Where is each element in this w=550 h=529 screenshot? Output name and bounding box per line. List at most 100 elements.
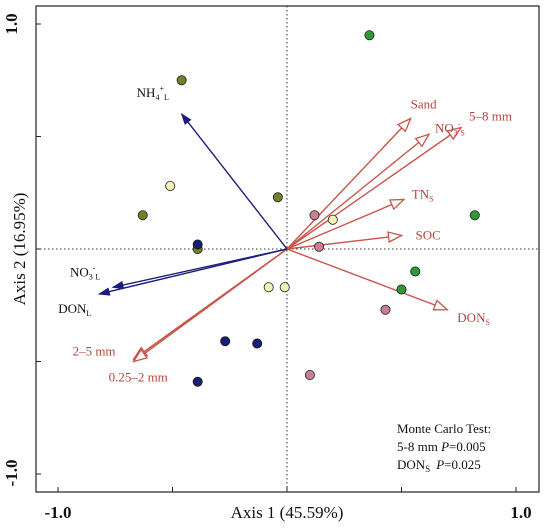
annotation-line-2: 5-8 mm P=0.005 <box>397 439 486 454</box>
annotation-line-2-label: 5-8 mm <box>397 439 441 454</box>
point-group3-4 <box>279 282 290 293</box>
label-text: NH <box>137 85 156 100</box>
arrow-head <box>432 299 449 311</box>
arrow-head <box>446 126 463 141</box>
arrow-5-8-mm <box>286 126 463 250</box>
point-group4-3 <box>380 304 391 315</box>
label-text: NO <box>435 120 454 135</box>
arrow-label-sand: Sand <box>411 97 438 112</box>
point-group1-1 <box>364 30 375 41</box>
axis-tick-marks <box>36 23 517 492</box>
label-text: Sand <box>411 97 438 112</box>
x-axis-title: Axis 1 (45.59%) <box>231 503 344 522</box>
point-group1-2 <box>469 210 480 221</box>
arrow-shaft <box>181 113 288 250</box>
annotation-line-3-label: DON <box>397 457 426 472</box>
sample-points <box>137 30 480 387</box>
arrow-0-25-2-mm <box>132 248 288 363</box>
arrow-shaft <box>99 248 288 295</box>
arrow-label-tns: TNS <box>412 187 434 204</box>
label-text: NO <box>70 264 89 279</box>
label-text: TN <box>412 187 430 202</box>
arrow-head <box>97 287 111 296</box>
point-group5-2 <box>220 336 231 347</box>
label-superscript: - <box>93 263 96 272</box>
point-group2-2 <box>137 210 148 221</box>
vector-arrows <box>97 112 463 363</box>
y-axis-title: Axis 2 (16.95%) <box>10 193 29 306</box>
point-group4-2 <box>314 241 325 252</box>
arrow-head <box>387 231 404 244</box>
label-subscript: 4 <box>155 93 159 102</box>
label-subscript: L <box>86 309 91 318</box>
point-group5-1 <box>192 239 203 250</box>
annotation-line-3-value: =0.025 <box>444 457 481 472</box>
annotation-line-3: DONS P=0.025 <box>397 457 481 474</box>
point-group3-3 <box>263 282 274 293</box>
arrow-label-donl: DONL <box>58 301 91 318</box>
point-group3-2 <box>327 214 338 225</box>
arrow-label-dons: DONS <box>457 310 490 327</box>
label-text: DON <box>58 301 87 316</box>
point-group4-4 <box>304 369 315 380</box>
annotation-line-2-value: =0.005 <box>449 439 486 454</box>
arrow-label-0-25-2-mm: 0.25–2 mm <box>109 370 168 385</box>
point-group5-3 <box>252 338 263 349</box>
label-superscript: + <box>159 84 164 93</box>
y-tick-label-min: -1.0 <box>2 460 21 487</box>
label-subscript: 3 <box>454 128 458 137</box>
label-subscript: L <box>164 93 169 102</box>
label-text: DON <box>457 310 486 325</box>
arrow-head <box>180 112 192 125</box>
arrow-soc <box>286 231 404 250</box>
arrow-dons <box>286 248 449 311</box>
label-text: 5–8 mm <box>469 109 512 124</box>
label-subscript: 3 <box>89 272 93 281</box>
arrow-shaft <box>286 126 462 250</box>
arrow-label-2-5-mm: 2–5 mm <box>73 343 116 358</box>
arrow-head <box>396 117 412 133</box>
arrow-no3-s <box>286 133 431 250</box>
label-subscript: S <box>460 128 464 137</box>
arrow-head <box>388 198 406 211</box>
label-superscript: - <box>458 119 461 128</box>
arrow-shaft <box>133 248 288 363</box>
arrow-shaft <box>286 248 448 311</box>
label-subscript: S <box>429 195 433 204</box>
arrow-head <box>414 133 431 148</box>
label-text: SOC <box>416 228 441 243</box>
arrow-label-no3-s: NO3-S <box>435 119 465 137</box>
arrow-head <box>111 280 125 290</box>
arrow-shaft <box>286 118 412 250</box>
label-text: 2–5 mm <box>73 343 116 358</box>
arrow-head <box>132 348 149 363</box>
arrow-tns <box>286 198 406 250</box>
arrow-shaft <box>286 133 430 250</box>
arrow-nh4-l <box>180 112 288 250</box>
arrow-label-soc: SOC <box>416 228 441 243</box>
arrow-label-5-8-mm: 5–8 mm <box>469 109 512 124</box>
annotation-line-3-sub: S <box>425 464 430 474</box>
arrow-shaft <box>286 198 405 250</box>
point-group2-1 <box>176 75 187 86</box>
point-group4-1 <box>309 210 320 221</box>
point-group2-4 <box>272 192 283 203</box>
arrow-donl <box>97 248 288 296</box>
annotation-line-1: Monte Carlo Test: <box>397 421 491 436</box>
annotation-line-3-p: P <box>435 457 444 472</box>
x-tick-label-min: -1.0 <box>45 503 72 522</box>
y-tick-label-max: 1.0 <box>2 13 21 34</box>
monte-carlo-annotation: Monte Carlo Test: 5-8 mm P=0.005 DONS P=0… <box>397 421 491 474</box>
label-text: 0.25–2 mm <box>109 370 168 385</box>
annotation-line-2-p: P <box>440 439 449 454</box>
arrow-shaft <box>286 234 402 250</box>
point-group1-3 <box>410 266 421 277</box>
arrow-label-nh4-l: NH4+L <box>137 84 169 102</box>
label-subscript: S <box>485 318 489 327</box>
label-subscript: L <box>95 272 100 281</box>
arrow-label-no3-l: NO3-L <box>70 263 100 281</box>
arrow-sand <box>286 117 412 250</box>
point-group5-4 <box>192 376 203 387</box>
